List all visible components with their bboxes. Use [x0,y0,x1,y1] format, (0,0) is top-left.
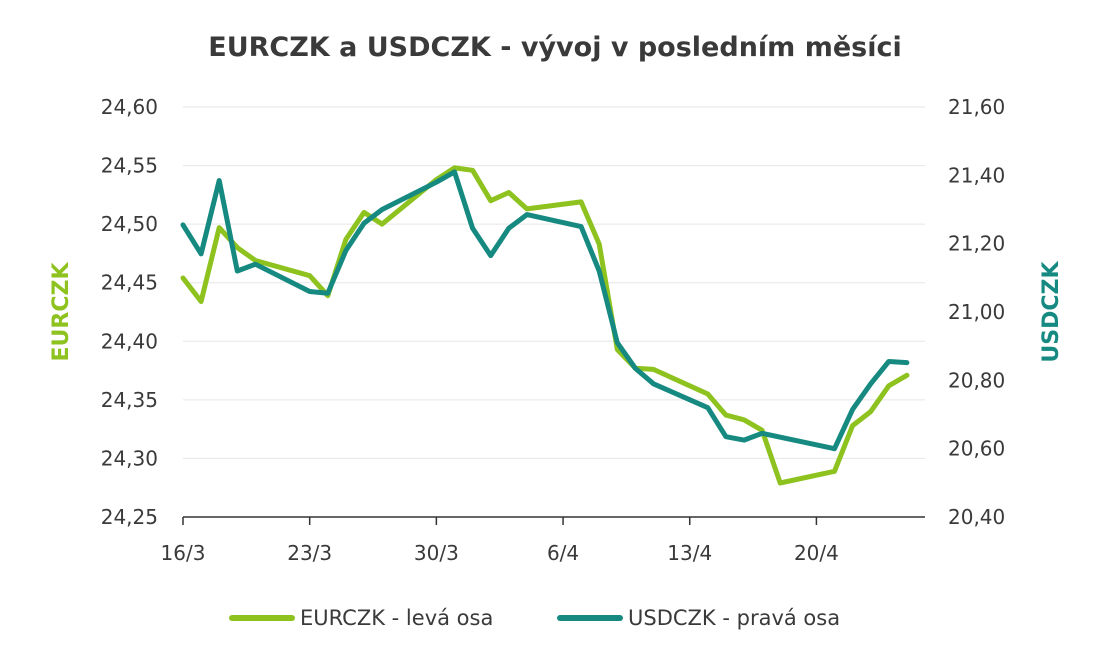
y-right-tick-label: 20,40 [948,505,1005,529]
y-left-tick-label: 24,40 [101,329,158,353]
series-lines [180,165,910,486]
y-axis-left-title: EURCZK [49,262,74,362]
y-axis-right-ticks: 21,60 21,40 21,20 21,00 20,80 20,60 20,40 [948,95,1005,529]
legend-label: EURCZK - levá osa [300,606,493,630]
x-tick-label: 16/3 [161,541,206,565]
x-tick-label: 13/4 [667,541,712,565]
x-axis: 16/3 23/3 30/3 6/4 13/4 20/4 [161,516,925,565]
legend-label: USDCZK - pravá osa [628,606,840,630]
y-right-tick-label: 21,00 [948,300,1005,324]
y-right-tick-label: 21,40 [948,163,1005,187]
x-tick-label: 30/3 [414,541,459,565]
y-axis-left-ticks: 24,60 24,55 24,50 24,45 24,40 24,35 24,30 24,25 [101,95,158,529]
y-left-tick-label: 24,50 [101,212,158,236]
y-left-tick-label: 24,35 [101,388,158,412]
y-left-tick-label: 24,55 [101,154,158,178]
y-left-tick-label: 24,25 [101,505,158,529]
grid-lines [183,106,925,459]
y-left-tick-label: 24,45 [101,271,158,295]
y-right-tick-label: 20,60 [948,437,1005,461]
series-line-usdczk [180,169,910,452]
y-left-tick-label: 24,30 [101,446,158,470]
x-tick-label: 23/3 [287,541,332,565]
chart-title: EURCZK a USDCZK - vývoj v posledním měsí… [208,32,901,63]
y-right-tick-label: 21,60 [948,95,1005,119]
y-right-tick-label: 21,20 [948,232,1005,256]
x-tick-label: 6/4 [547,541,579,565]
y-left-tick-label: 24,60 [101,95,158,119]
legend: EURCZK - levá osa USDCZK - pravá osa [229,606,840,630]
y-axis-right-title: USDCZK [1039,260,1064,362]
series-line-eurczk [180,165,910,486]
y-right-tick-label: 20,80 [948,368,1005,392]
x-tick-label: 20/4 [794,541,839,565]
